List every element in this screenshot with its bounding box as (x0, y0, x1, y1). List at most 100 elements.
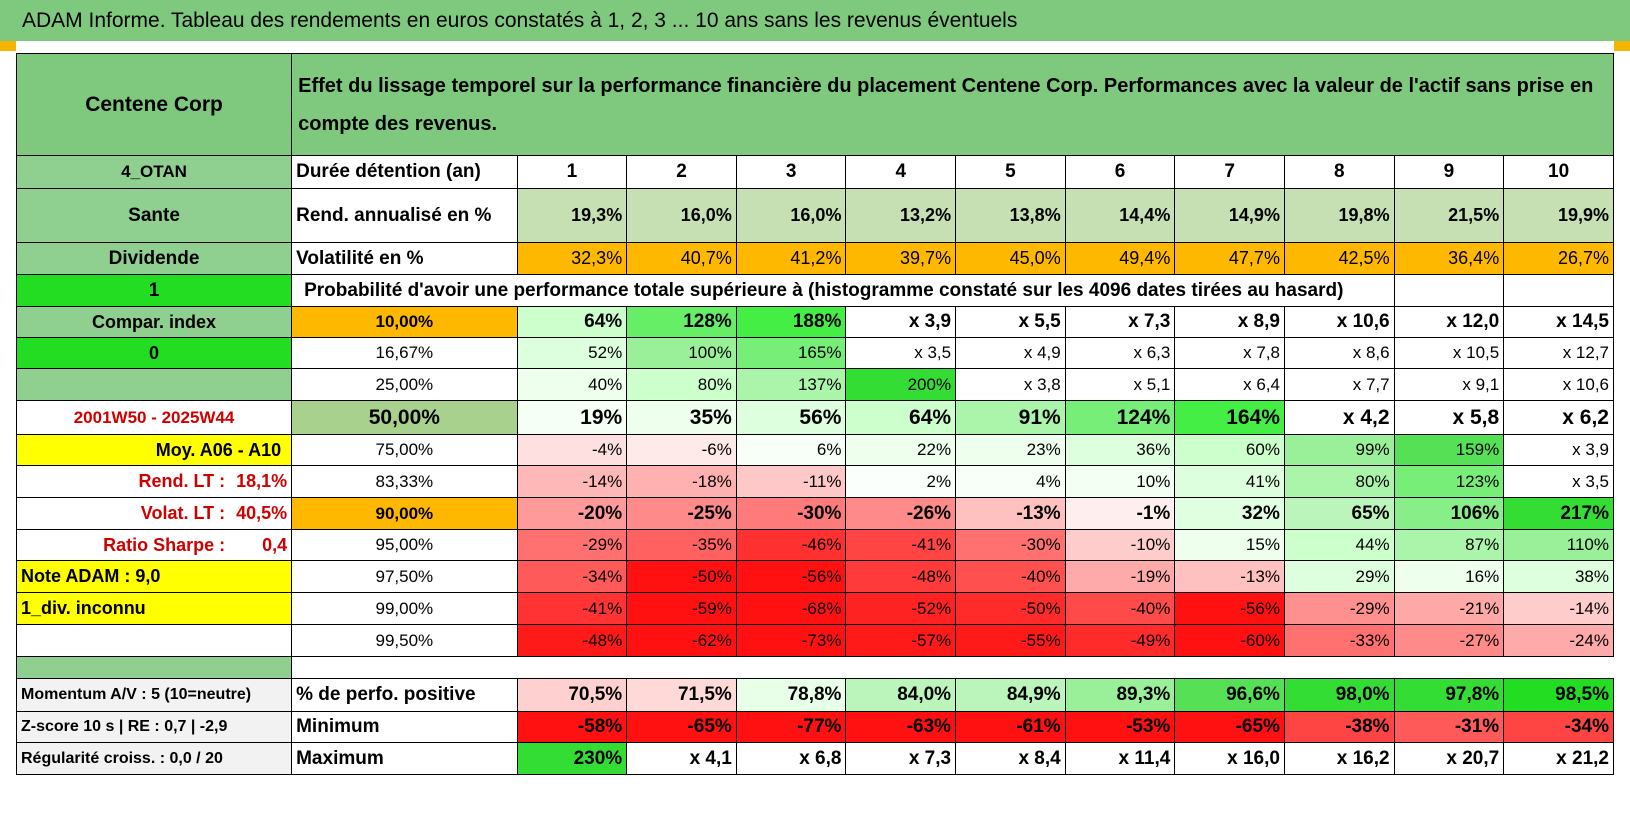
volatility-value: 36,4% (1393, 242, 1505, 275)
volatility-value: 39,7% (845, 242, 957, 275)
performance-value: 19% (516, 400, 628, 435)
sharpe-ratio: Ratio Sharpe : 0,4 (15, 529, 293, 561)
performance-value: -60% (1174, 624, 1285, 657)
performance-value: 22% (845, 434, 957, 466)
separator-green (15, 656, 293, 679)
performance-value: 188% (735, 306, 847, 338)
performance-value: 32% (1174, 497, 1285, 530)
duration-label: Durée détention (an) (291, 155, 518, 189)
performance-value: 137% (735, 368, 847, 401)
performance-value: x 5,5 (955, 306, 1066, 338)
year-header: 6 (1064, 155, 1176, 189)
years-row: 4_OTAN Durée détention (an) 1 2 3 4 5 6 7 8 9 10 (15, 155, 1614, 189)
volatility-value: 41,2% (735, 242, 847, 275)
probability-row: Rend. LT : 18,1% 83,33% -14% -18% -11% 2% 4% 10%… (15, 465, 1614, 498)
positive-performance-value: 96,6% (1174, 678, 1285, 712)
performance-value: -50% (626, 560, 737, 593)
performance-value: -40% (1064, 592, 1176, 625)
year-header: 7 (1174, 155, 1285, 189)
probability-row: 0 16,67% 52% 100% 165% x 3,5 x 4,9 x 6,3 x 7,8 x … (15, 337, 1614, 369)
positive-performance-value: 84,9% (955, 678, 1066, 712)
performance-value: -10% (1064, 529, 1176, 561)
performance-value: 217% (1503, 497, 1614, 530)
minimum-value: -31% (1393, 711, 1505, 743)
left-accent-band (0, 41, 16, 51)
minimum-value: -58% (516, 711, 628, 743)
table-description: Effet du lissage temporel sur la perform… (291, 53, 1614, 156)
performance-value: -27% (1393, 624, 1505, 657)
performance-value: 64% (516, 306, 628, 338)
zscore-label: Z-score 10 s | RE : 0,7 | -2,9 (15, 711, 293, 743)
performance-value: 100% (626, 337, 737, 369)
performance-value: -20% (516, 497, 628, 530)
positive-performance-value: 71,5% (626, 678, 737, 712)
performance-value: -35% (626, 529, 737, 561)
probability-row: Note ADAM : 9,0 97,50% -34% -50% -56% -48% -40… (15, 560, 1614, 593)
probability-caption: Probabilité d'avoir une performance tota… (291, 274, 1395, 307)
minimum-value: -34% (1503, 711, 1614, 743)
probability-row: Compar. index 10,00% 64% 128% 188% x 3,9 x 5,5… (15, 306, 1614, 338)
volatility-value: 49,4% (1064, 242, 1176, 275)
performance-value: -14% (1503, 592, 1614, 625)
performance-value: x 14,5 (1503, 306, 1614, 338)
positive-performance-label: % de perfo. positive (291, 678, 518, 712)
performance-value: x 6,3 (1064, 337, 1176, 369)
performance-value: -1% (1064, 497, 1176, 530)
annualized-return-value: 19,9% (1503, 188, 1614, 243)
performance-value: -13% (955, 497, 1066, 530)
minimum-label: Minimum (291, 711, 518, 743)
performance-value: x 10,6 (1503, 368, 1614, 401)
sharpe-ratio-value: 0,4 (262, 534, 288, 555)
performance-value: 6% (735, 434, 847, 466)
volatility-value: 26,7% (1503, 242, 1614, 275)
sharpe-ratio-label: Ratio Sharpe : (103, 534, 226, 555)
performance-value: -30% (735, 497, 847, 530)
performance-value: x 5,8 (1393, 400, 1505, 435)
performance-value: 41% (1174, 465, 1285, 498)
annualized-return-value: 16,0% (735, 188, 847, 243)
minimum-value: -53% (1064, 711, 1176, 743)
compar-index-label: Compar. index (15, 306, 293, 338)
performance-value: x 12,7 (1503, 337, 1614, 369)
performance-value: -41% (845, 529, 957, 561)
performance-value: x 5,1 (1064, 368, 1176, 401)
performance-value: x 7,8 (1174, 337, 1285, 369)
performance-value: x 3,9 (845, 306, 957, 338)
minimum-value: -63% (845, 711, 957, 743)
performance-value: -24% (1503, 624, 1614, 657)
probability-level: 75,00% (291, 434, 518, 466)
maximum-value: x 7,3 (845, 742, 957, 775)
probability-level: 95,00% (291, 529, 518, 561)
probability-row: 25,00% 40% 80% 137% 200% x 3,8 x 5,1 x 6,4 x 7,7… (15, 368, 1614, 401)
volatility-label: Volatilité en % (291, 242, 518, 275)
year-header: 5 (955, 155, 1066, 189)
performance-value: x 7,7 (1283, 368, 1395, 401)
empty-cell (1503, 274, 1614, 307)
performance-value: x 3,5 (1503, 465, 1614, 498)
positive-performance-value: 97,8% (1393, 678, 1505, 712)
long-term-return: Rend. LT : 18,1% (15, 465, 293, 498)
performance-value: 29% (1283, 560, 1395, 593)
performance-value: 165% (735, 337, 847, 369)
flag-zero: 0 (15, 337, 293, 369)
performance-value: x 10,6 (1283, 306, 1395, 338)
momentum-label: Momentum A/V : 5 (10=neutre) (15, 678, 293, 712)
empty-cell (1393, 274, 1505, 307)
performance-value: x 6,2 (1503, 400, 1614, 435)
annualized-return-label: Rend. annualisé en % (291, 188, 518, 243)
annualized-return-value: 14,9% (1174, 188, 1285, 243)
volatility-value: 40,7% (626, 242, 737, 275)
probability-level: 97,50% (291, 560, 518, 593)
performance-value: 64% (845, 400, 957, 435)
performance-value: -26% (845, 497, 957, 530)
probability-row: 1_div. inconnu 99,00% -41% -59% -68% -52% -50%… (15, 592, 1614, 625)
report-title: ADAM Informe. Tableau des rendements en … (0, 0, 1630, 41)
year-header: 3 (735, 155, 847, 189)
performance-value: 35% (626, 400, 737, 435)
performance-value: 87% (1393, 529, 1505, 561)
maximum-value: x 6,8 (735, 742, 847, 775)
performance-value: -14% (516, 465, 628, 498)
year-header: 8 (1283, 155, 1395, 189)
volatility-value: 32,3% (516, 242, 628, 275)
performance-value: 4% (955, 465, 1066, 498)
